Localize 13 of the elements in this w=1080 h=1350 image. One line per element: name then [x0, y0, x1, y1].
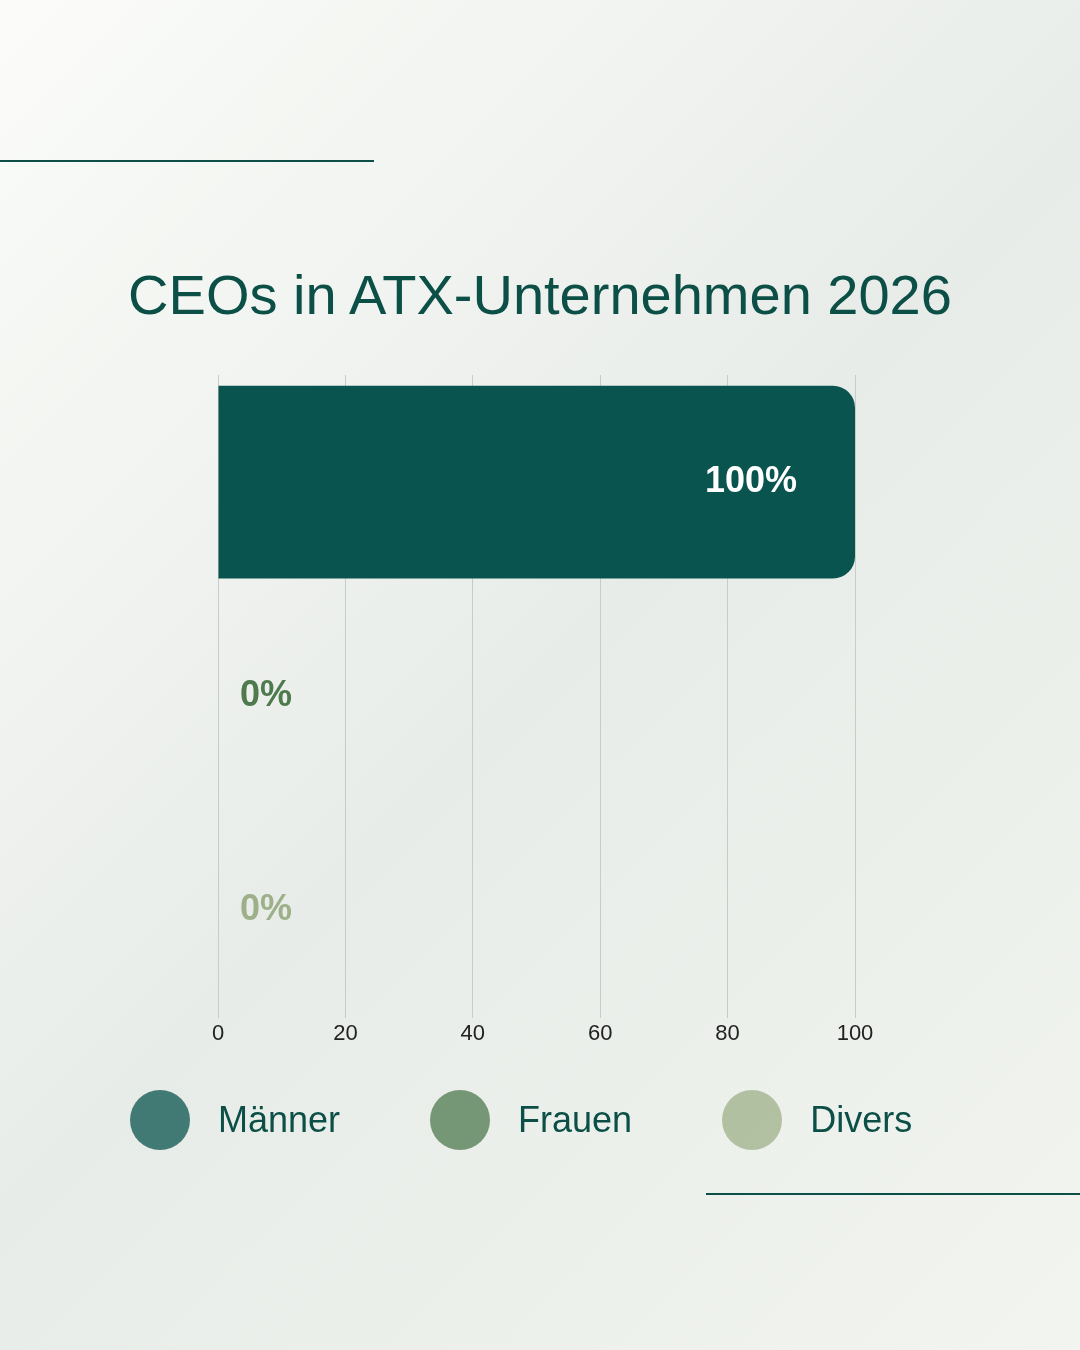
data-label: 0%	[240, 673, 293, 715]
x-tick-label: 20	[333, 1019, 358, 1045]
x-tick-label: 40	[460, 1019, 486, 1045]
x-tick-label: 80	[715, 1019, 740, 1045]
legend-label: Divers	[810, 1099, 913, 1141]
chart-title: CEOs in ATX-Unternehmen 2026	[127, 262, 953, 327]
legend-label: Männer	[218, 1099, 341, 1141]
legend-label: Frauen	[518, 1099, 633, 1141]
data-label: 0%	[240, 887, 293, 929]
x-tick-label: 60	[587, 1019, 613, 1045]
x-tick-label: 0	[211, 1019, 225, 1045]
data-label: 100%	[704, 459, 797, 501]
x-tick-label: 100	[836, 1019, 874, 1045]
